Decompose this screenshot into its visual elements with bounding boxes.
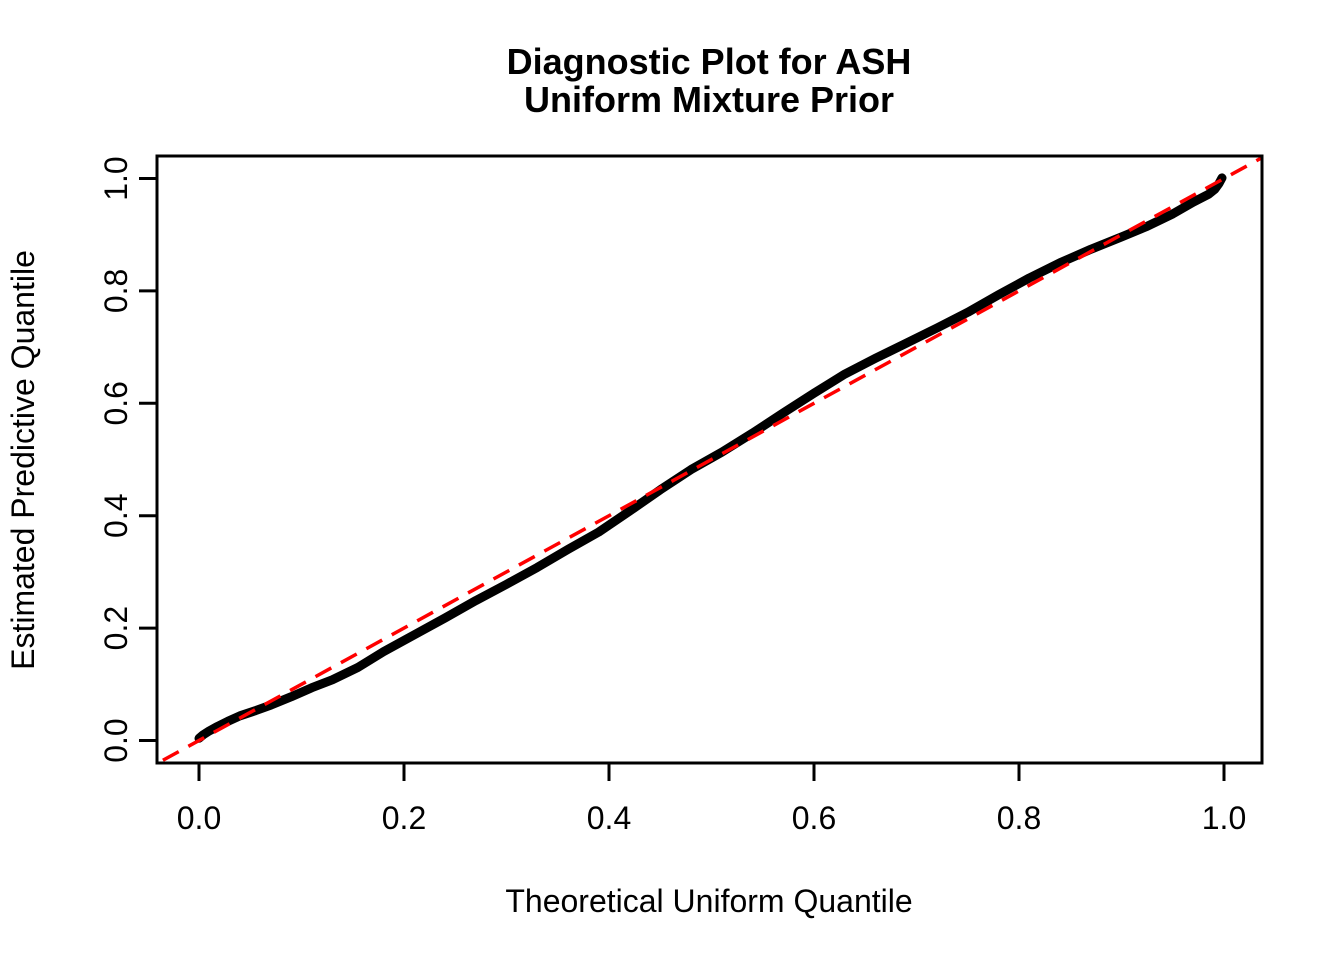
y-tick-label: 1.0 (98, 156, 134, 200)
y-tick-label: 0.6 (98, 381, 134, 425)
plot-box (155, 154, 1264, 765)
y-tick-label: 0.0 (98, 718, 134, 762)
y-tick-label: 0.2 (98, 606, 134, 650)
reference-line-layer (157, 156, 1262, 763)
y-tick-label: 0.4 (98, 493, 134, 537)
y-axis-title: Estimated Predictive Quantile (5, 250, 41, 670)
plot-title-line-2: Uniform Mixture Prior (524, 79, 894, 120)
identity-reference-line (157, 156, 1262, 763)
x-tick-label: 0.0 (177, 800, 221, 836)
y-axis-layer: 0.0 0.2 0.4 0.6 0.8 1.0 (98, 156, 157, 763)
plot-title: Diagnostic Plot for ASH Uniform Mixture … (507, 41, 912, 120)
y-tick-label: 0.8 (98, 269, 134, 313)
x-tick-label: 0.6 (792, 800, 836, 836)
x-tick-label: 0.8 (997, 800, 1041, 836)
x-tick-label: 0.4 (587, 800, 631, 836)
plot-box-layer (155, 154, 1264, 765)
x-axis-layer: 0.0 0.2 0.4 0.6 0.8 1.0 (177, 763, 1246, 836)
plot-title-line-1: Diagnostic Plot for ASH (507, 41, 912, 82)
x-tick-label: 1.0 (1202, 800, 1246, 836)
x-axis-title: Theoretical Uniform Quantile (505, 883, 912, 919)
x-tick-label: 0.2 (382, 800, 426, 836)
